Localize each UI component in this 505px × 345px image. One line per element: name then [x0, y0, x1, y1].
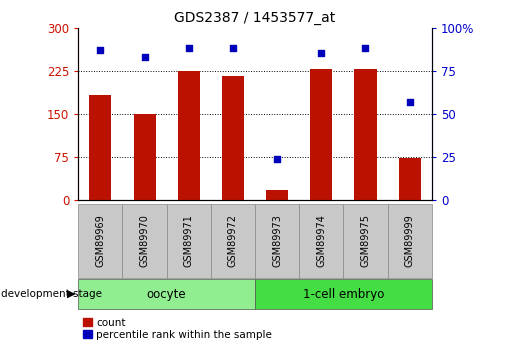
Text: ▶: ▶	[68, 289, 76, 299]
Text: GSM89975: GSM89975	[361, 214, 371, 267]
Point	[185, 46, 193, 51]
Point	[96, 47, 105, 53]
Point	[273, 156, 281, 161]
Point	[229, 46, 237, 51]
Text: GSM89969: GSM89969	[95, 214, 106, 267]
Title: GDS2387 / 1453577_at: GDS2387 / 1453577_at	[174, 11, 336, 25]
Text: oocyte: oocyte	[147, 288, 186, 300]
Text: GSM89999: GSM89999	[405, 214, 415, 267]
Bar	[133, 114, 156, 200]
Point	[140, 54, 148, 60]
Text: GSM89970: GSM89970	[139, 214, 149, 267]
Bar	[398, 158, 421, 200]
Text: 1-cell embryo: 1-cell embryo	[302, 288, 384, 300]
Bar	[89, 95, 112, 200]
Point	[406, 99, 414, 105]
Text: GSM89973: GSM89973	[272, 214, 282, 267]
Point	[362, 46, 370, 51]
Bar	[222, 77, 244, 200]
Point	[317, 51, 325, 56]
Text: GSM89974: GSM89974	[316, 214, 326, 267]
Bar	[355, 69, 377, 200]
Bar	[310, 69, 332, 200]
Text: GSM89972: GSM89972	[228, 214, 238, 267]
Text: development stage: development stage	[1, 289, 102, 299]
Bar	[178, 71, 200, 200]
Legend: count, percentile rank within the sample: count, percentile rank within the sample	[83, 318, 272, 340]
Bar	[266, 190, 288, 200]
Text: GSM89971: GSM89971	[184, 214, 194, 267]
